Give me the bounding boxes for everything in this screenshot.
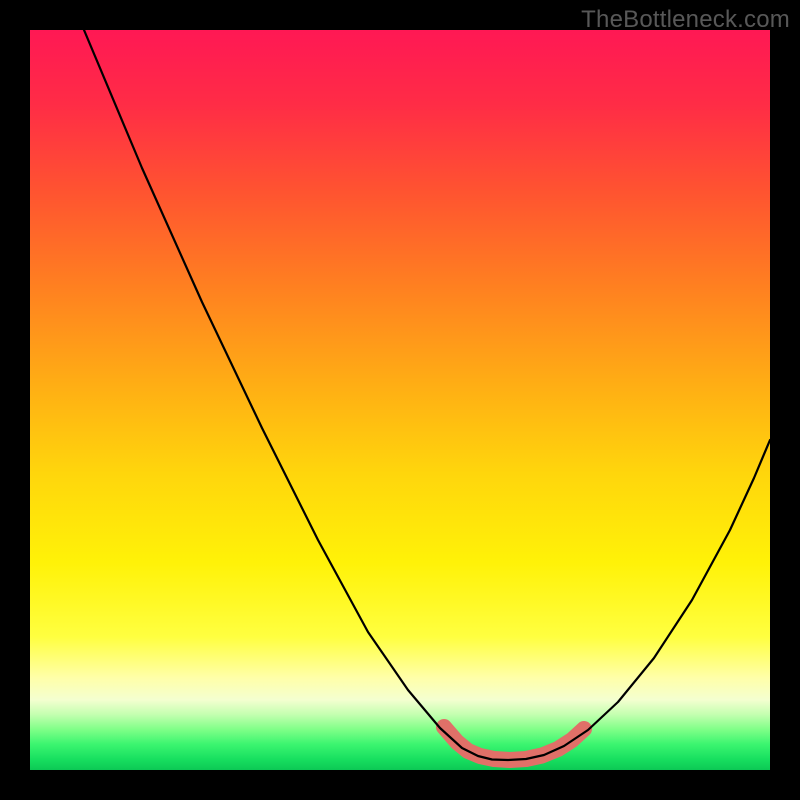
plot-frame xyxy=(30,30,770,770)
watermark-text: TheBottleneck.com xyxy=(581,6,790,34)
bottom-accent-path xyxy=(444,727,584,760)
chart-stage: TheBottleneck.com xyxy=(0,0,800,800)
curve-overlay xyxy=(30,30,770,770)
v-curve-path xyxy=(84,30,770,760)
